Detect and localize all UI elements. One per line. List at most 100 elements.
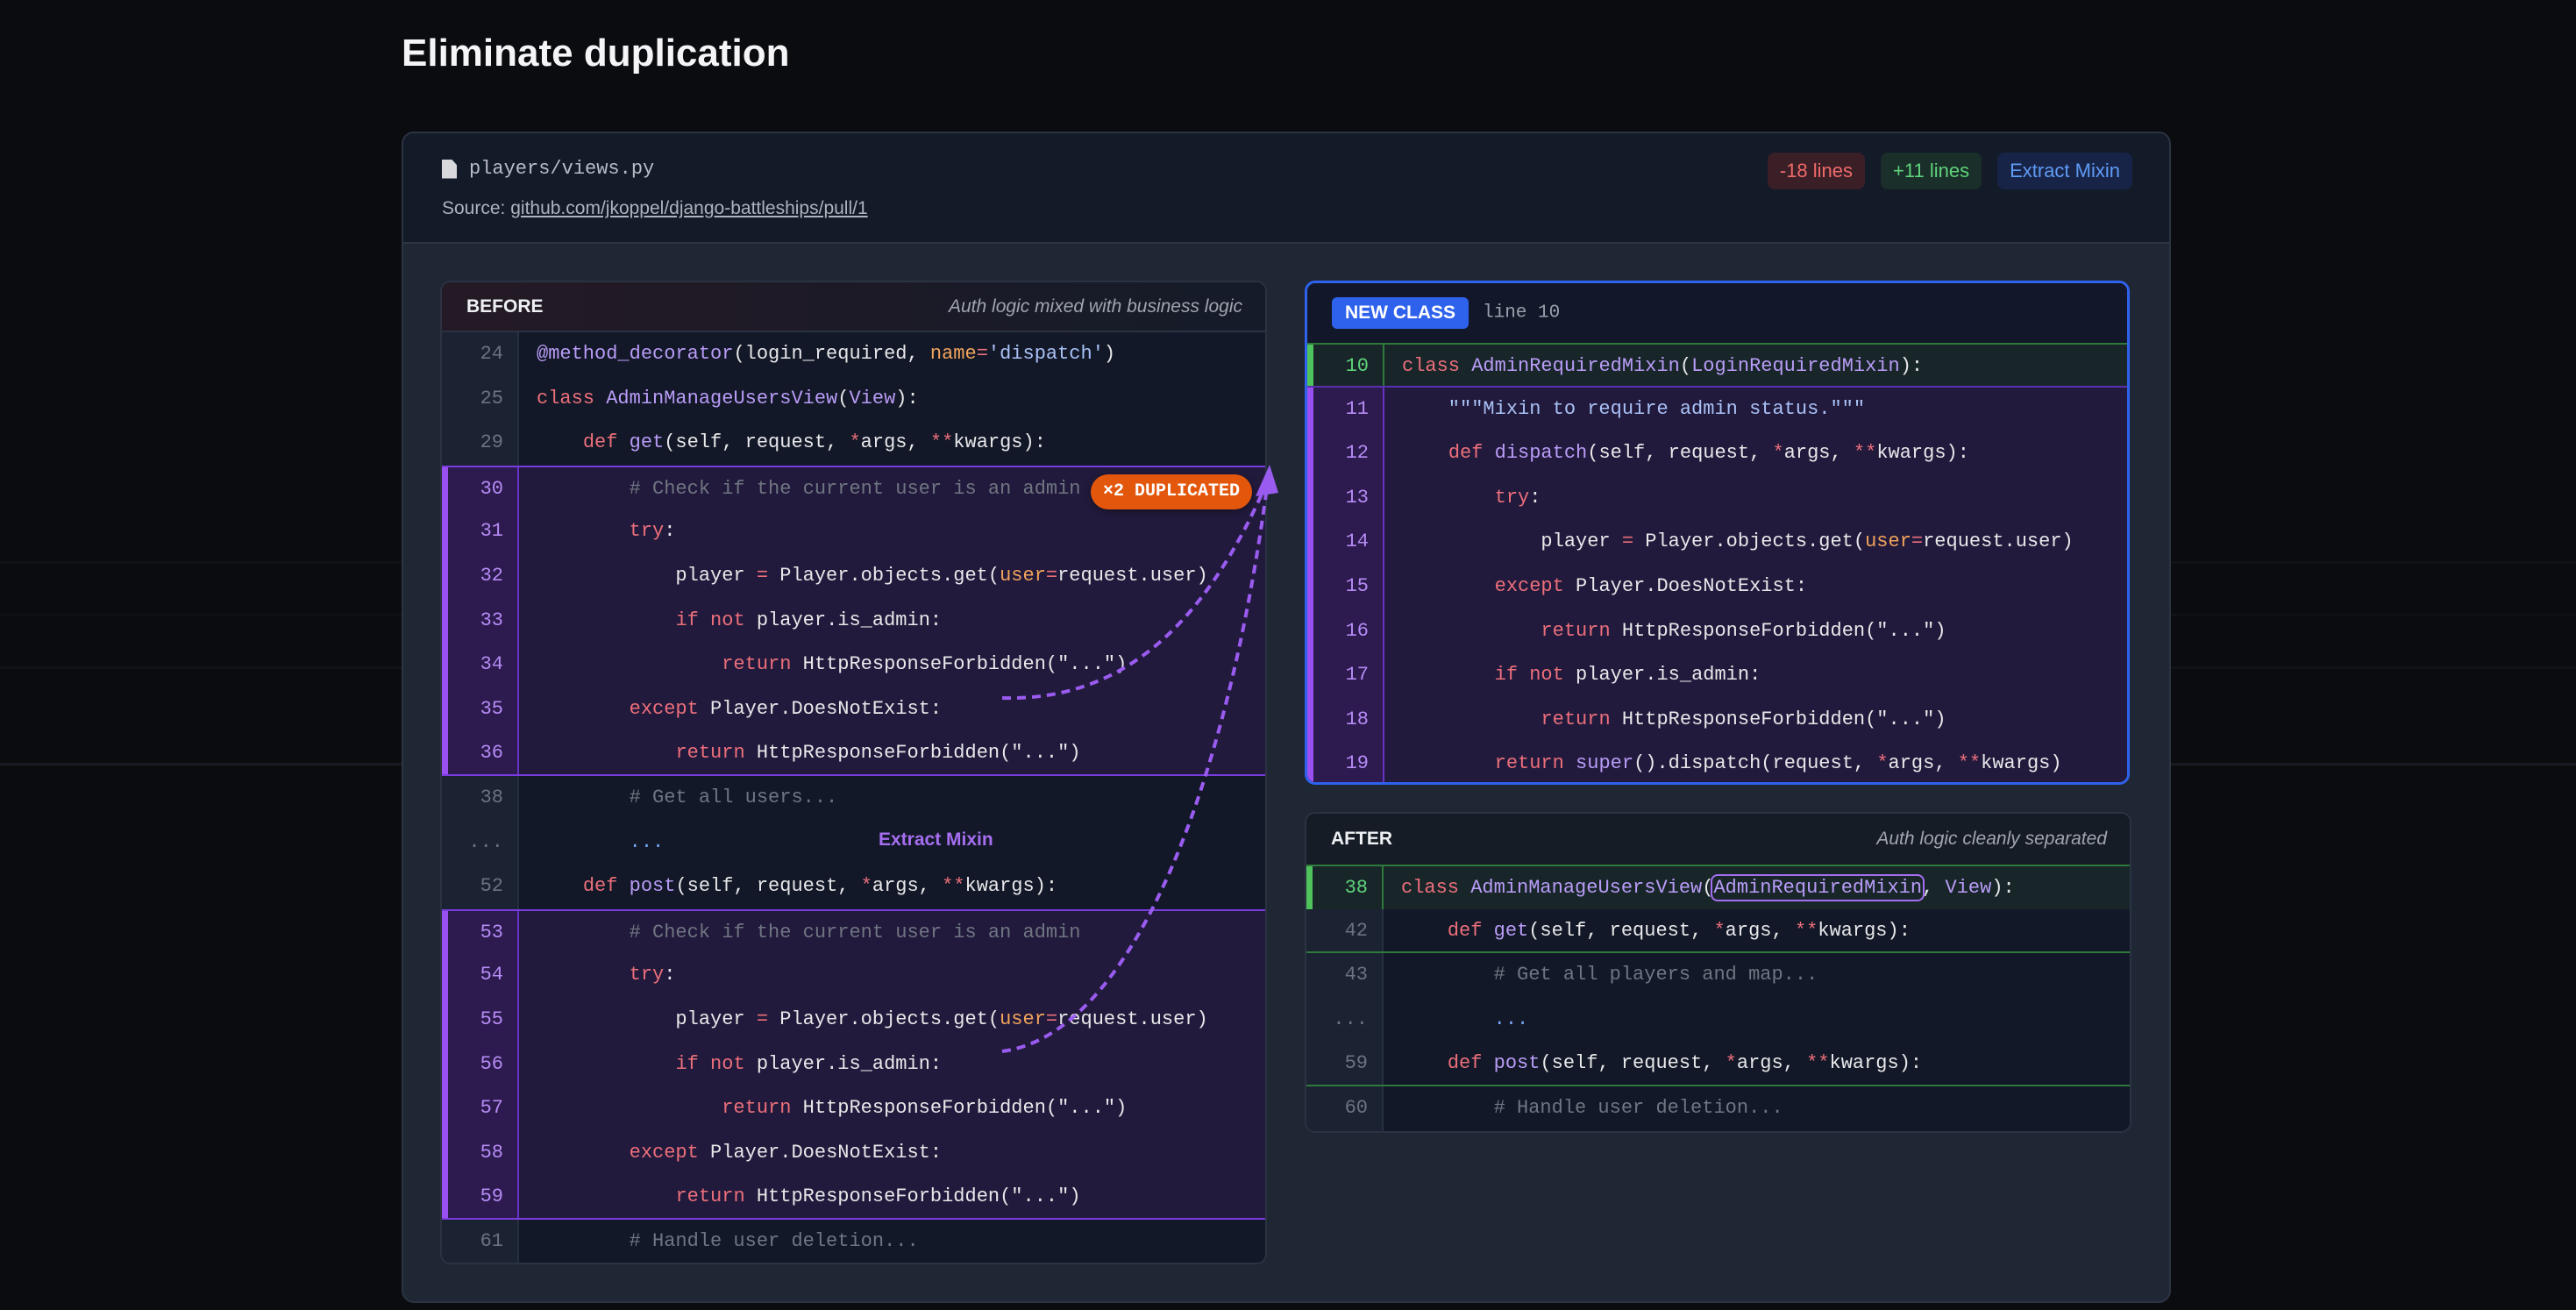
code-token-op: = xyxy=(1621,530,1634,553)
code-token-kw: except xyxy=(629,697,699,720)
code-token-pl: kwargs): xyxy=(964,875,1058,898)
new-class-header: NEW CLASS line 10 xyxy=(1307,283,2127,343)
code-token-pl: request.user) xyxy=(1057,1007,1208,1030)
code-text: # Get all users... xyxy=(537,776,838,821)
code-token-dots: ... xyxy=(1401,1007,1529,1030)
code-token-pl: kwargs): xyxy=(953,431,1046,454)
code-text: except Player.DoesNotExist: xyxy=(1402,565,1807,609)
line-number: 42 xyxy=(1306,908,1384,952)
line-number: 16 xyxy=(1307,609,1384,654)
code-token-pl: : xyxy=(664,520,676,543)
line-number: 32 xyxy=(442,553,519,599)
code-token-fn: View xyxy=(1945,877,1992,899)
code-token-pl: kwargs): xyxy=(1829,1052,1923,1075)
code-token-pl: player.is_admin: xyxy=(744,609,943,631)
code-token-pl: (self, request, xyxy=(1528,919,1714,942)
code-token-kw: class xyxy=(1402,355,1461,377)
code-line: 38 # Get all users... xyxy=(442,775,1265,821)
code-token-op: = xyxy=(1911,530,1924,553)
code-token-cm: # Get all players and map... xyxy=(1401,964,1818,986)
code-token-pl: ): xyxy=(1899,355,1924,377)
line-number: 31 xyxy=(442,509,519,554)
line-number: 38 xyxy=(442,775,519,821)
code-token-pl xyxy=(1402,575,1495,597)
code-token-kw: if not xyxy=(1494,664,1564,687)
code-token-pl: Player.DoesNotExist: xyxy=(1563,574,1808,597)
code-token-param: user xyxy=(1000,1007,1046,1030)
code-token-pl: player.is_admin: xyxy=(744,1052,943,1075)
code-line: 42 def get(self, request, *args, **kwarg… xyxy=(1306,908,2130,954)
code-text: """Mixin to require admin status.""" xyxy=(1402,388,1865,432)
code-token-pl xyxy=(537,742,675,764)
code-token-pl: HttpResponseForbidden("...") xyxy=(744,1185,1081,1208)
code-line: 13 try: xyxy=(1307,475,2127,521)
code-token-kw: return xyxy=(722,1097,792,1120)
code-token-kw: def xyxy=(582,431,618,454)
line-number: 61 xyxy=(442,1219,519,1263)
badges: -18 lines +11 lines Extract Mixin xyxy=(1767,153,2132,189)
source-link[interactable]: github.com/jkoppel/django-battleships/pu… xyxy=(510,198,868,218)
code-token-pl: : xyxy=(1529,486,1541,509)
code-text: player = Player.objects.get(user=request… xyxy=(537,998,1208,1043)
code-token-pl xyxy=(1460,355,1471,377)
lines-added-badge: +11 lines xyxy=(1881,153,1982,189)
code-line: 25 class AdminManageUsersView(View): xyxy=(442,376,1265,422)
code-token-fn: LoginRequiredMixin xyxy=(1691,355,1900,377)
code-text: return HttpResponseForbidden("...") xyxy=(537,731,1080,774)
code-token-pl xyxy=(537,1097,722,1119)
code-token-pl xyxy=(617,431,629,453)
line-number: 36 xyxy=(442,731,519,774)
code-text: player = Player.objects.get(user=request… xyxy=(1402,520,2073,565)
before-label: BEFORE xyxy=(466,295,544,317)
code-token-op: = xyxy=(756,564,769,587)
code-line: 14 player = Player.objects.get(user=requ… xyxy=(1307,520,2127,565)
code-text: if not player.is_admin: xyxy=(537,599,942,644)
code-token-pl xyxy=(1564,752,1576,774)
code-token-op: * xyxy=(849,431,861,454)
code-text: # Check if the current user is an admin xyxy=(537,911,1081,954)
before-subtitle: Auth logic mixed with business logic xyxy=(949,295,1242,317)
code-line: 59 def post(self, request, *args, **kwar… xyxy=(1306,1042,2130,1086)
code-text: # Get all players and map... xyxy=(1401,953,1818,998)
code-token-cm: # Handle user deletion... xyxy=(537,1229,919,1252)
new-class-badge: NEW CLASS xyxy=(1332,297,1469,329)
file-name: players/views.py xyxy=(469,158,655,180)
code-text: def post(self, request, *args, **kwargs)… xyxy=(1401,1042,1922,1085)
code-text: except Player.DoesNotExist: xyxy=(537,1131,942,1176)
line-number: 24 xyxy=(442,332,519,377)
code-token-pl xyxy=(537,609,675,631)
code-token-op: * xyxy=(1725,1052,1737,1075)
code-text: if not player.is_admin: xyxy=(1402,653,1761,698)
code-token-pl: player xyxy=(1402,530,1622,553)
code-text: @method_decorator(login_required, name='… xyxy=(537,332,1115,377)
code-line: 34 return HttpResponseForbidden("...") xyxy=(442,643,1265,687)
code-token-pl: kwargs): xyxy=(1876,442,1969,465)
code-token-param: name xyxy=(929,343,977,365)
card-header: players/views.py Source: github.com/jkop… xyxy=(403,133,2169,244)
code-token-pl xyxy=(1483,442,1494,464)
code-token-pl: HttpResponseForbidden("...") xyxy=(791,653,1128,676)
code-token-op: * xyxy=(1772,442,1784,465)
line-number: 30 xyxy=(442,466,519,510)
code-token-cm: # Get all users... xyxy=(537,786,838,808)
line-number: 57 xyxy=(442,1086,519,1131)
line-number: 43 xyxy=(1306,953,1384,998)
code-token-pl: (self, request, xyxy=(664,431,850,454)
code-text: class AdminRequiredMixin(LoginRequiredMi… xyxy=(1402,345,1923,386)
code-token-kw: def xyxy=(1447,919,1483,942)
line-number: 59 xyxy=(442,1175,519,1218)
lines-removed-badge: -18 lines xyxy=(1767,153,1866,189)
code-token-pl: Player.DoesNotExist: xyxy=(698,697,943,720)
code-token-pl: (self, request, xyxy=(675,875,861,898)
code-token-op: ** xyxy=(1806,1052,1830,1075)
code-token-str: 'dispatch' xyxy=(987,343,1104,365)
code-token-pl: ().dispatch(request, xyxy=(1633,752,1877,775)
code-token-kw: return xyxy=(1494,752,1564,775)
code-token-kw: try xyxy=(1494,486,1530,509)
code-token-fn: post xyxy=(629,875,676,898)
code-text: return HttpResponseForbidden("...") xyxy=(537,1086,1127,1131)
code-token-pl: args, xyxy=(1725,919,1795,942)
line-number: 17 xyxy=(1307,653,1384,698)
code-line: 52 def post(self, request, *args, **kwar… xyxy=(442,865,1265,909)
code-token-pl xyxy=(1402,620,1541,642)
